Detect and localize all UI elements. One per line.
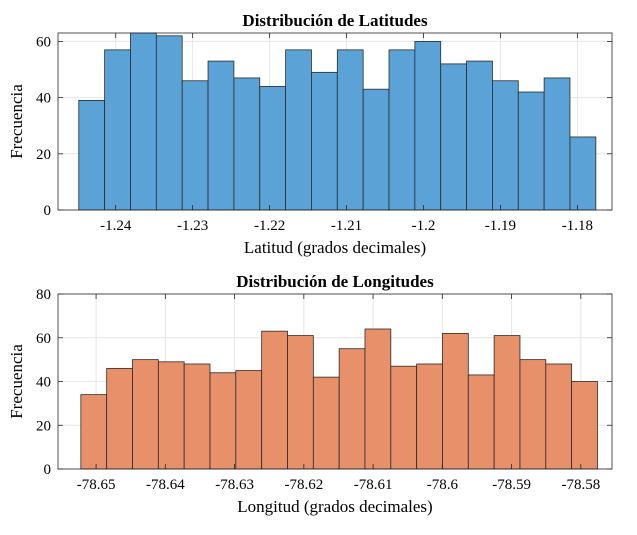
- histogram-bar: [362, 88, 390, 211]
- axes-frame: [57, 32, 613, 211]
- y-axis-label: Frecuencia: [7, 84, 26, 159]
- histogram-bar: [466, 60, 493, 211]
- x-axis-label: Longitud (grados decimales): [237, 497, 432, 516]
- x-tick-label: -1.23: [177, 218, 208, 234]
- chart-title: Distribución de Longitudes: [236, 272, 434, 291]
- histogram-bar: [519, 359, 547, 470]
- x-tick-label: -1.2: [412, 218, 436, 234]
- x-axis-label: Latitud (grados decimales): [244, 238, 426, 257]
- histogram-bar: [285, 49, 312, 211]
- histogram-bar: [440, 63, 467, 211]
- histogram-bar: [414, 41, 442, 211]
- y-tick-label: 20: [36, 147, 51, 163]
- x-tick-label: -78.6: [427, 477, 459, 493]
- x-tick-label: -1.19: [485, 218, 516, 234]
- x-tick-label: -78.61: [354, 477, 393, 493]
- histogram-bar: [336, 49, 364, 211]
- histogram-bar: [571, 381, 598, 470]
- chart-title: Distribución de Latitudes: [242, 11, 428, 30]
- histogram-bar: [183, 363, 211, 470]
- histogram-bar: [106, 367, 133, 470]
- y-tick-label: 0: [44, 203, 52, 219]
- histogram-bar: [155, 35, 183, 211]
- histogram-bar: [442, 332, 469, 470]
- y-axis-label: Frecuencia: [7, 344, 26, 419]
- x-tick-label: -1.21: [331, 218, 362, 234]
- x-tick-label: -1.22: [254, 218, 285, 234]
- histogram-bar: [261, 330, 288, 470]
- histogram-bar: [80, 394, 108, 470]
- histogram-bar: [235, 370, 263, 470]
- x-tick-label: -78.64: [146, 477, 185, 493]
- histogram-bar: [467, 374, 495, 470]
- y-tick-label: 20: [36, 418, 51, 434]
- histogram-bar: [338, 348, 366, 470]
- histogram-bar: [207, 60, 235, 211]
- subplot-1: -1.24 -1.23 -1.22 -1.21 -1.2 -1.19 -1.18 0 20 40 6…: [7, 11, 613, 257]
- y-tick-label: 80: [36, 287, 51, 303]
- histogram-bar: [287, 335, 314, 470]
- y-tick-label: 40: [36, 91, 51, 107]
- histogram-bar: [493, 335, 521, 470]
- y-tick-label: 60: [36, 34, 51, 50]
- histogram-bar: [233, 77, 261, 211]
- histogram-bar: [545, 363, 573, 470]
- histogram-bar: [492, 80, 519, 211]
- histogram-bar: [259, 85, 287, 211]
- x-tick-label: -78.63: [215, 477, 254, 493]
- histogram-bar: [181, 80, 209, 211]
- histogram-bar: [517, 91, 545, 211]
- x-tick-label: -1.18: [562, 218, 593, 234]
- histogram-bar: [312, 376, 340, 470]
- y-tick-label: 40: [36, 375, 51, 391]
- histogram-bar: [78, 100, 106, 211]
- x-tick-label: -78.58: [561, 477, 600, 493]
- subplot-2: -78.65 -78.64 -78.63 -78.62 -78.61 -78.6 -78.5…: [7, 272, 613, 516]
- histogram-bar: [388, 49, 416, 211]
- histogram-bar: [416, 363, 443, 470]
- histogram-bar: [132, 359, 159, 470]
- histogram-bar: [364, 328, 392, 470]
- x-tick-label: -78.65: [77, 477, 116, 493]
- x-tick-label: -78.59: [492, 477, 531, 493]
- x-tick-label: -1.24: [100, 218, 132, 234]
- histogram-bar: [130, 32, 157, 211]
- histogram-bar: [390, 365, 418, 470]
- histogram-bar: [311, 71, 338, 211]
- histogram-bar: [209, 372, 237, 470]
- histogram-bar: [569, 136, 597, 211]
- y-tick-label: 0: [44, 462, 52, 478]
- y-tick-label: 60: [36, 331, 51, 347]
- histogram-bar: [157, 361, 185, 470]
- histogram-bar: [543, 77, 571, 211]
- x-tick-label: -78.62: [284, 477, 323, 493]
- histogram-bar: [104, 49, 131, 211]
